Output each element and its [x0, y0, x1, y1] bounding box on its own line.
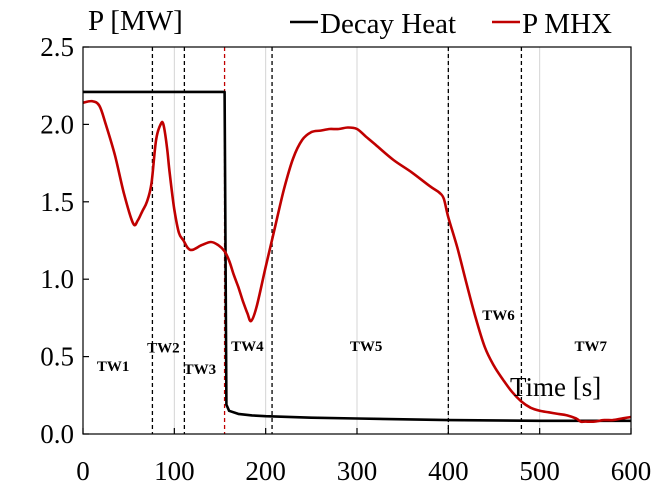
x-axis-label: Time [s] — [510, 372, 601, 402]
time-window-label: TW3 — [184, 362, 217, 378]
series-line-decay-heat — [83, 90, 631, 423]
time-window-label: TW6 — [482, 308, 515, 324]
y-tick-label: 0.0 — [40, 419, 74, 449]
x-tick-label: 100 — [154, 456, 195, 486]
y-tick-label: 2.5 — [40, 32, 74, 62]
time-window-dividers — [151, 47, 523, 434]
y-tick-label: 1.5 — [40, 187, 74, 217]
y-axis-label: P [MW] — [88, 5, 183, 37]
y-tick-label: 2.0 — [40, 109, 74, 139]
time-window-label: TW7 — [575, 339, 608, 355]
time-window-label: TW5 — [350, 339, 383, 355]
legend-label-decay-heat: Decay Heat — [320, 8, 456, 40]
y-tick-label: 1.0 — [40, 264, 74, 294]
series-lines — [82, 90, 632, 424]
x-tick-label: 600 — [611, 456, 652, 486]
y-tick-label: 0.5 — [40, 342, 74, 372]
x-tick-label: 400 — [428, 456, 469, 486]
legend-label-p-mhx: P MHX — [522, 8, 612, 40]
x-tick-label: 500 — [519, 456, 560, 486]
legend: Decay Heat P MHX — [290, 8, 612, 40]
series-line-p-mhx — [82, 99, 632, 424]
axes: 0.0 0.5 1.0 1.5 2.0 2.5 0 100 200 300 400 500 600 — [40, 32, 651, 486]
x-tick-label: 200 — [245, 456, 286, 486]
x-tick-label: 300 — [337, 456, 378, 486]
x-tick-label: 0 — [76, 456, 90, 486]
time-window-label: TW4 — [231, 339, 264, 355]
time-window-label: TW1 — [97, 359, 130, 375]
time-window-label: TW2 — [147, 340, 180, 356]
